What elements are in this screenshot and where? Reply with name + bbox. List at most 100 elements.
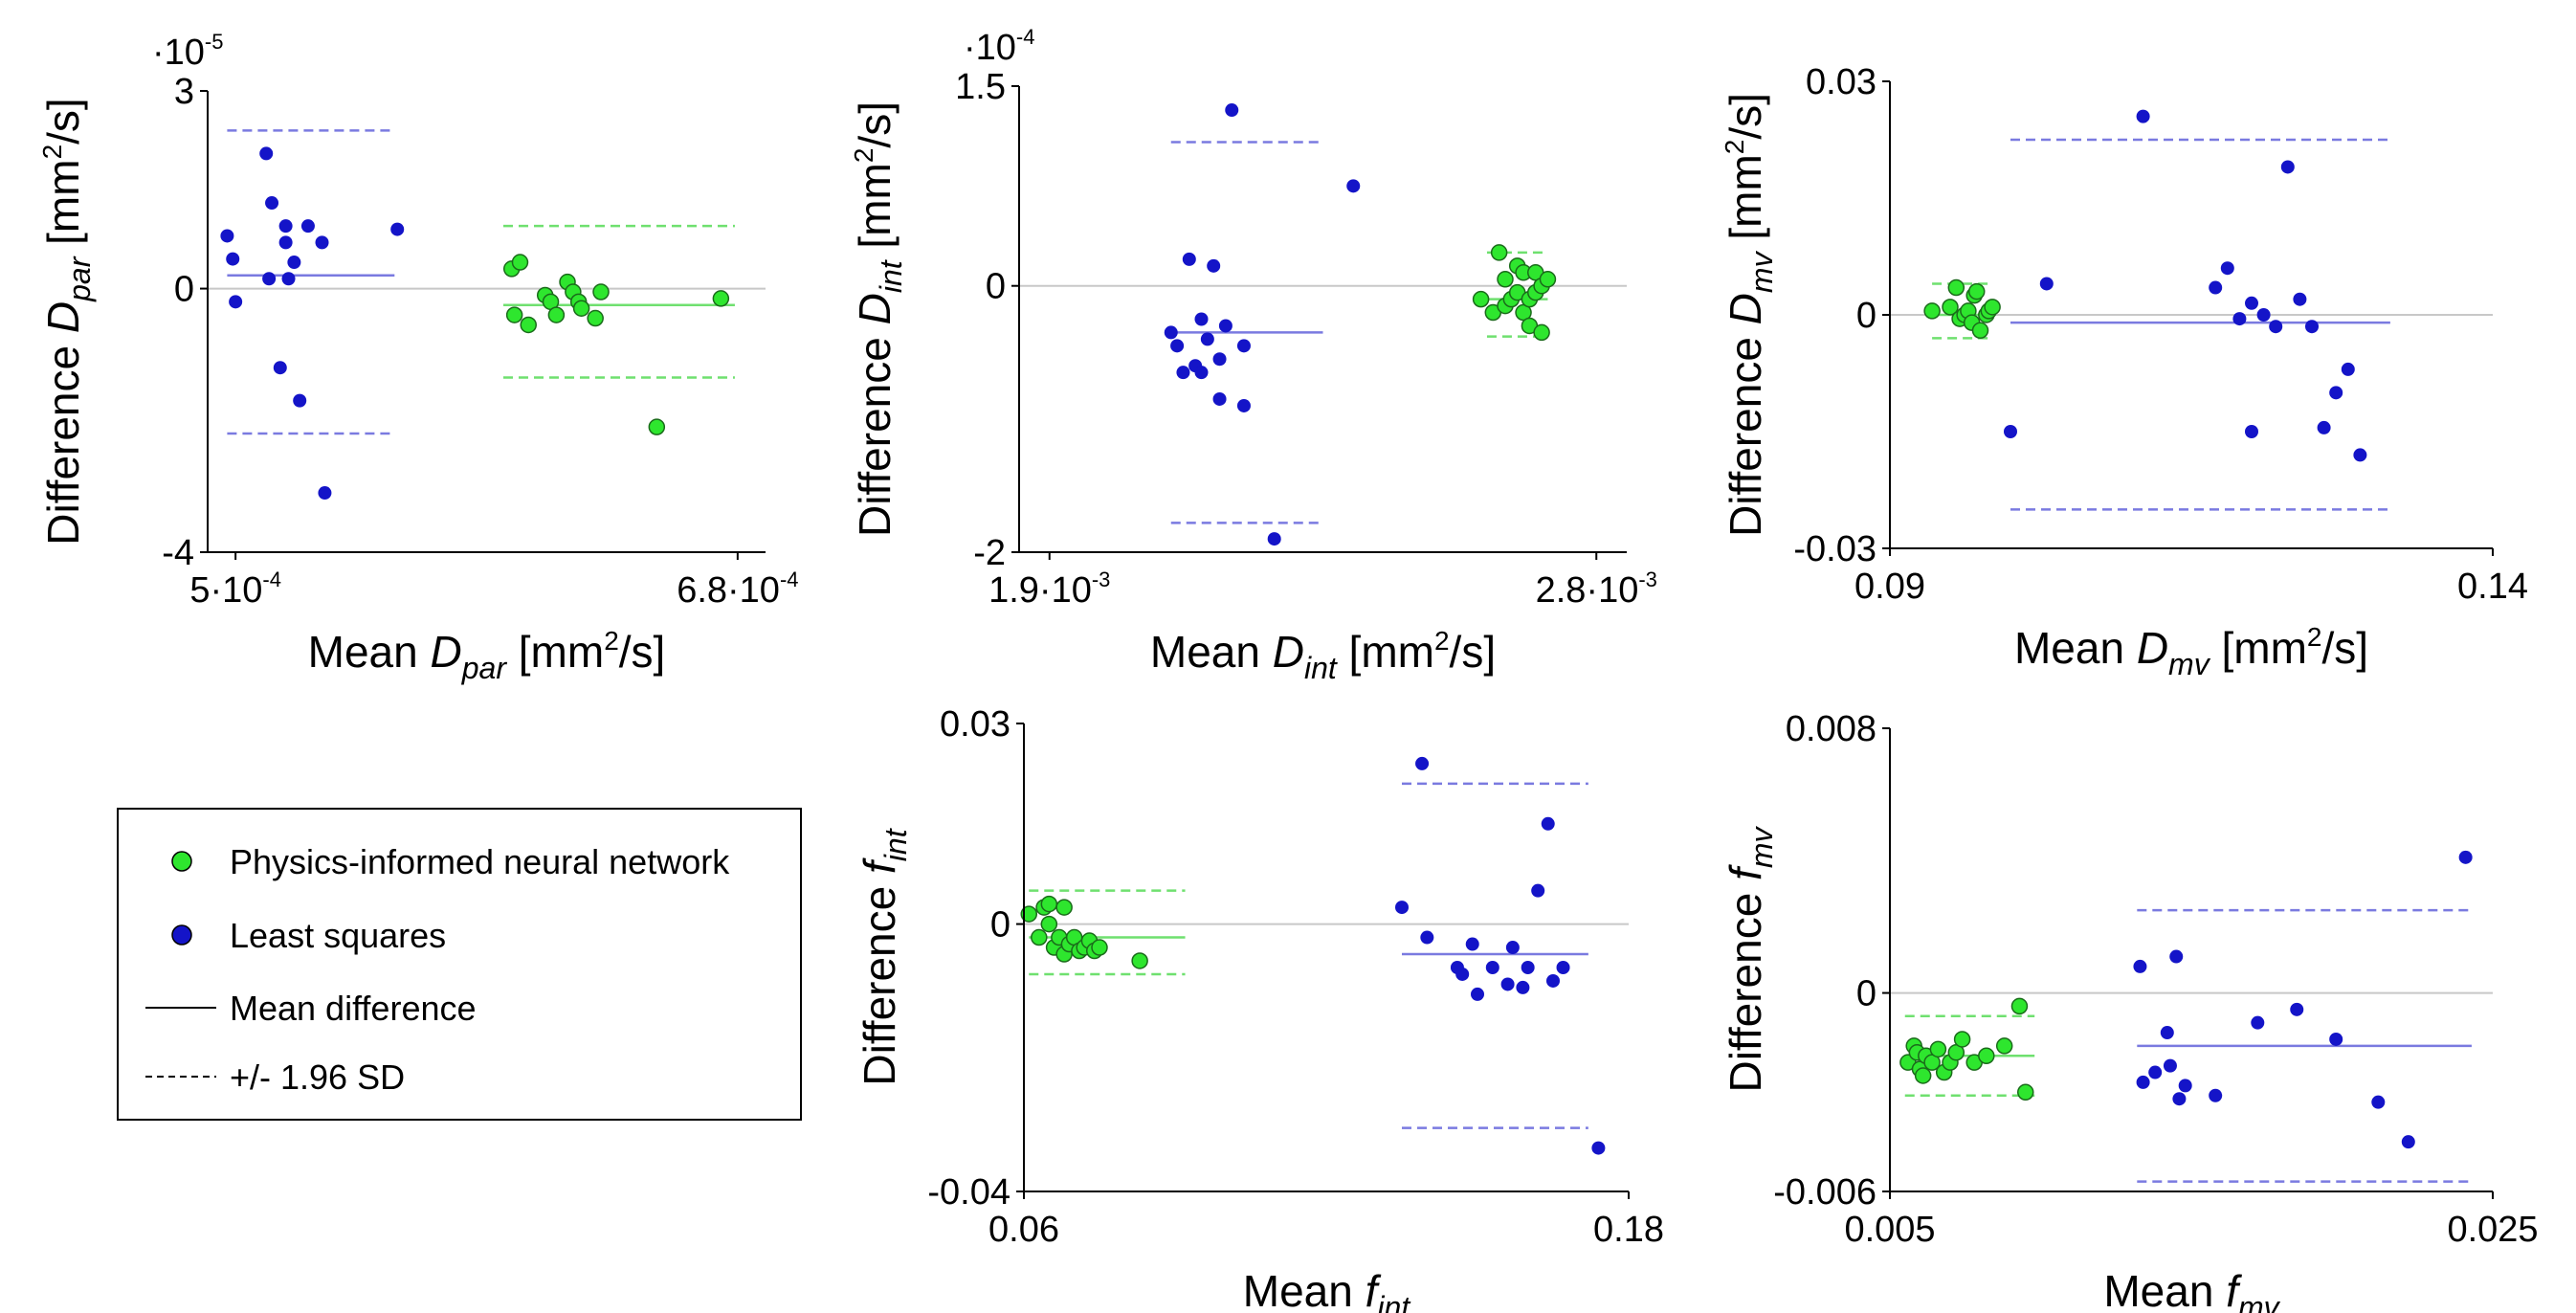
- dint-y-tick-label-0: 1.5: [955, 67, 1006, 107]
- legend-marker-pinn: [171, 851, 192, 872]
- dmv-x-tick-label-0: 0.09: [1854, 567, 1925, 607]
- fmv-x-label: Mean fmv​: [2103, 1266, 2280, 1313]
- dpar-pinn-point-6: [547, 306, 566, 323]
- fmv-ls-point-1: [2136, 1075, 2150, 1089]
- fint-y-label: Difference fint​: [855, 828, 913, 1085]
- fint-y-tick-label-2: -0.04: [927, 1172, 1010, 1213]
- fint-ls-point-15: [1556, 960, 1570, 974]
- fmv-ls-point-6: [2172, 1092, 2187, 1106]
- fint-ls-point-2: [1420, 930, 1434, 945]
- fint-pinn-point-4: [1040, 915, 1058, 933]
- dpar-y-exponent: ·10-5: [152, 30, 223, 73]
- fint-ls-point-10: [1516, 980, 1530, 994]
- fmv-x-tick-label-0: 0.005: [1844, 1210, 1935, 1250]
- dpar-ls-point-2: [229, 295, 243, 309]
- dint-pinn-point-0: [1472, 290, 1490, 308]
- fmv-ls-point-4: [2163, 1058, 2177, 1073]
- fmv-y-tick-label-1: 0: [1856, 974, 1876, 1014]
- legend-label-ls: Least squares: [230, 916, 446, 955]
- dpar-ls-point-6: [273, 361, 287, 375]
- legend-box: [117, 808, 802, 1121]
- fmv-ls-point-8: [2209, 1088, 2223, 1102]
- dint-ls-point-8: [1207, 258, 1221, 273]
- dpar-y-tick-label-0: 3: [174, 72, 194, 112]
- dpar-ls-point-11: [293, 393, 307, 408]
- panel-dmv: 0.03 0 -0.030.09 0.14 Mean Dmv [mm2/s] Differ…: [1720, 62, 2528, 681]
- fmv-pinn-point-13: [1978, 1047, 1995, 1065]
- dpar-ls-point-15: [318, 486, 332, 501]
- fint-x-tick-label-0: 0.06: [988, 1210, 1059, 1250]
- fmv-ls-point-11: [2329, 1032, 2343, 1046]
- dpar-x-tick-label-1: 6.8·10-4: [677, 567, 798, 611]
- fint-ls-point-1: [1415, 756, 1430, 770]
- dpar-x-tick-label-0: 5·10-4: [189, 567, 281, 611]
- panel-dpar: 3 0 -45·10-4 6.8·10-4 ·10-5 Mean Dpar [mm2/s]…: [37, 30, 799, 685]
- dint-y-tick-label-2: -2: [973, 533, 1006, 573]
- dint-ls-point-12: [1225, 103, 1239, 118]
- dpar-y-tick-label-2: -4: [162, 533, 194, 573]
- dmv-ls-point-7: [2245, 425, 2258, 438]
- dint-pinn-point-15: [1533, 323, 1550, 342]
- fint-ls-point-7: [1485, 960, 1499, 974]
- fint-ls-point-5: [1465, 937, 1479, 951]
- dpar-ls-point-3: [259, 146, 274, 161]
- dmv-ls-point-4: [2220, 261, 2234, 276]
- fmv-ls-point-9: [2251, 1015, 2265, 1030]
- fmv-ls-point-14: [2458, 850, 2473, 864]
- fint-pinn-point-15: [1091, 939, 1108, 956]
- dmv-ls-point-12: [2305, 320, 2319, 334]
- dint-pinn-point-2: [1490, 244, 1508, 261]
- fint-ls-point-9: [1505, 941, 1520, 955]
- dpar-y-label: Difference Dpar [mm2/s]: [37, 98, 97, 545]
- fmv-ls-point-10: [2290, 1002, 2304, 1016]
- dpar-pinn-point-11: [587, 309, 604, 327]
- dmv-x-tick-label-1: 0.14: [2457, 567, 2528, 607]
- dint-ls-point-7: [1200, 332, 1214, 346]
- dpar-ls-point-8: [278, 219, 293, 234]
- dpar-pinn-point-3: [520, 316, 537, 334]
- dpar-ls-point-13: [315, 235, 329, 250]
- legend: Physics-informed neural network Least sq…: [117, 808, 802, 1121]
- dpar-ls-point-0: [220, 229, 234, 243]
- dmv-ls-point-1: [2039, 277, 2054, 291]
- dmv-pinn-point-2: [1947, 278, 1965, 297]
- fint-ls-point-13: [1541, 816, 1555, 831]
- dint-y-label: Difference Dint [mm2/s]: [849, 101, 908, 537]
- fmv-y-label: Difference fmv​: [1721, 825, 1779, 1092]
- dmv-ls-point-0: [2004, 425, 2017, 438]
- fmv-pinn-point-16: [2017, 1083, 2034, 1102]
- dmv-x-label: Mean Dmv [mm2/s]: [2014, 622, 2368, 681]
- dmv-y-tick-label-2: -0.03: [1793, 529, 1876, 569]
- fint-ls-point-8: [1500, 977, 1515, 991]
- dmv-y-tick-label-0: 0.03: [1806, 62, 1876, 102]
- dint-ls-point-16: [1346, 179, 1361, 193]
- dpar-pinn-point-14: [712, 290, 730, 307]
- dmv-pinn-point-9: [1971, 322, 1989, 340]
- fint-ls-point-14: [1546, 973, 1560, 988]
- fint-ls-point-12: [1531, 883, 1545, 898]
- dint-y-exponent: ·10-4: [964, 25, 1034, 68]
- dint-ls-point-2: [1176, 366, 1190, 380]
- fmv-y-tick-label-2: -0.006: [1773, 1172, 1876, 1213]
- panels: 3 0 -45·10-4 6.8·10-4 ·10-5 Mean Dpar [mm2/s]…: [37, 25, 2539, 1313]
- dint-ls-point-5: [1194, 312, 1209, 326]
- fmv-ls-point-0: [2133, 959, 2147, 973]
- dpar-pinn-point-10: [572, 300, 590, 317]
- dmv-pinn-point-0: [1923, 302, 1941, 320]
- fmv-pinn-point-15: [2010, 997, 2029, 1015]
- fmv-ls-point-2: [2148, 1065, 2163, 1079]
- dpar-x-label: Mean Dpar [mm2/s]: [308, 626, 666, 685]
- dpar-pinn-point-1: [505, 306, 523, 323]
- legend-label-sd: +/- 1.96 SD: [230, 1057, 405, 1097]
- fmv-pinn-point-11: [1953, 1031, 1971, 1048]
- dpar-ls-point-5: [262, 272, 277, 286]
- fmv-pinn-point-4: [1914, 1067, 1932, 1084]
- dint-pinn-point-3: [1497, 271, 1514, 288]
- dint-ls-point-9: [1212, 352, 1227, 367]
- fint-pinn-point-16: [1131, 952, 1148, 969]
- dmv-ls-point-15: [2341, 362, 2355, 376]
- dint-ls-point-11: [1218, 319, 1232, 333]
- dint-ls-point-3: [1182, 252, 1196, 266]
